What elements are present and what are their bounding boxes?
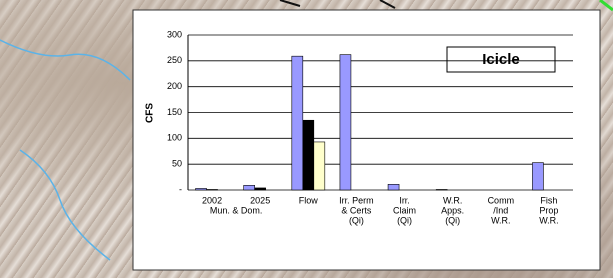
chart-title: Icicle (482, 51, 520, 68)
x-tick-label: /Ind (493, 205, 508, 215)
x-tick-label: Irr. (399, 195, 410, 205)
y-tick-label: 100 (167, 133, 182, 143)
x-tick-label: 2002 (202, 195, 222, 205)
bar (314, 142, 325, 190)
y-axis-label: CFS (145, 103, 156, 123)
bar (532, 163, 543, 190)
bar (436, 189, 447, 190)
x-tick-label: Comm (488, 195, 515, 205)
bar (244, 185, 255, 190)
bar (303, 120, 314, 190)
river (0, 40, 130, 80)
y-tick-label: 300 (167, 29, 182, 39)
x-tick-label: 2025 (250, 195, 270, 205)
x-tick-label: Prop (539, 205, 558, 215)
bar (255, 188, 266, 190)
y-tick-label: 50 (172, 159, 182, 169)
x-tick-label: & Certs (341, 205, 372, 215)
screenshot: Icicle CFS - 50 100 150 200 250 300 2002 2025 Flo… (0, 0, 613, 278)
bar (196, 188, 207, 190)
x-tick-label: (Qi) (445, 215, 460, 225)
boundary (280, 0, 395, 8)
x-tick-label: W.R. (491, 215, 511, 225)
boundary (600, 0, 613, 10)
bar (292, 56, 303, 190)
y-tick-label: 200 (167, 81, 182, 91)
river (20, 150, 110, 260)
x-tick-label: (Qi) (397, 215, 412, 225)
x-tick-label: W.R. (539, 215, 559, 225)
x-tick-label: (Qi) (349, 215, 364, 225)
x-tick-label: Apps. (441, 205, 464, 215)
bar (388, 184, 399, 190)
y-tick-label: 150 (167, 107, 182, 117)
x-tick-label: Fish (540, 195, 557, 205)
category-group-label: Mun. & Dom. (210, 205, 263, 215)
x-tick-label: W.R. (443, 195, 463, 205)
chart: Icicle CFS - 50 100 150 200 250 300 2002 2025 Flo… (0, 0, 613, 278)
y-tick-label: 250 (167, 55, 182, 65)
x-tick-label: Claim (393, 205, 416, 215)
bar (207, 189, 218, 190)
x-tick-label: Flow (299, 195, 319, 205)
y-tick-label: - (179, 184, 182, 194)
bar (340, 55, 351, 190)
x-tick-label: Irr. Perm (339, 195, 374, 205)
